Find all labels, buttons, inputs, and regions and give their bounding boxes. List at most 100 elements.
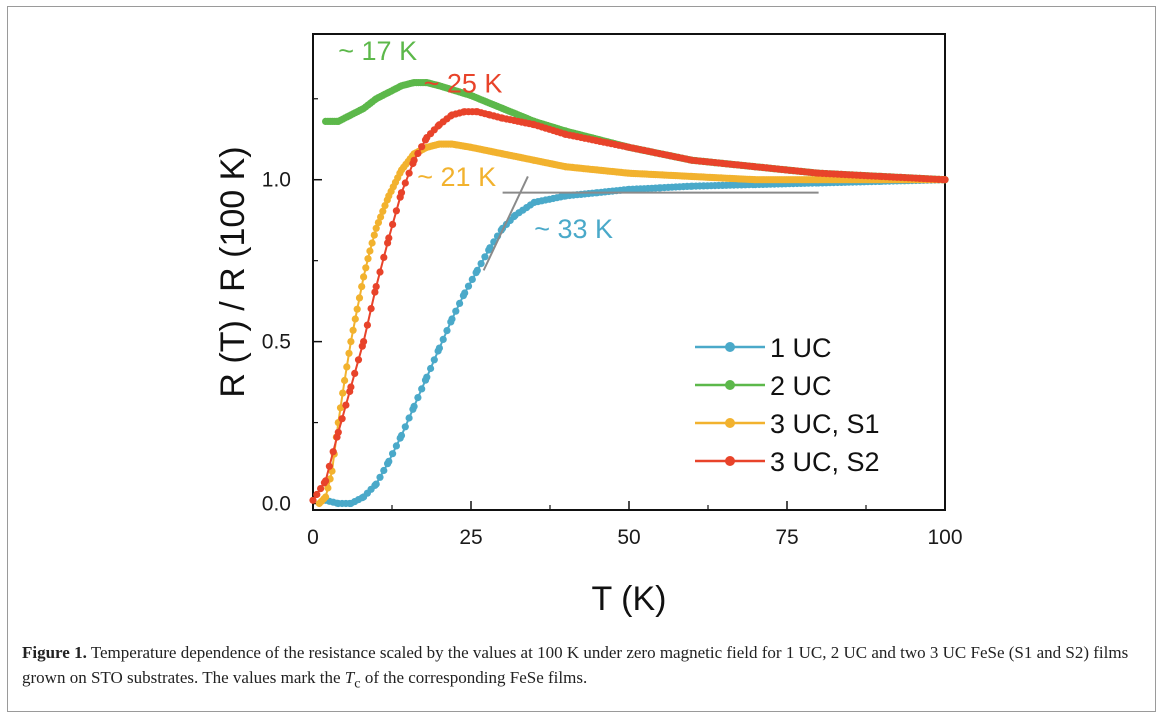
data-point [397, 189, 406, 197]
data-point [380, 466, 388, 475]
x-tick-label: 25 [459, 526, 482, 549]
data-point [448, 315, 456, 323]
data-point [430, 356, 438, 364]
data-point [338, 415, 346, 423]
caption-tc: T [344, 668, 355, 687]
data-point [347, 338, 355, 346]
data-point [427, 364, 435, 373]
data-point [334, 428, 342, 436]
figure-caption: Figure 1. Temperature dependence of the … [22, 640, 1142, 696]
data-point [372, 480, 380, 488]
x-tick-label: 75 [775, 526, 798, 549]
y-tick-label: 1.0 [262, 169, 291, 192]
legend-label: 3 UC, S1 [770, 409, 880, 439]
legend: 1 UC 2 UC 3 UC, S1 3 UC, S2 [695, 333, 880, 477]
data-point [941, 176, 949, 184]
data-point [414, 149, 422, 158]
data-point [371, 288, 379, 296]
data-point [392, 442, 400, 450]
data-point [347, 383, 355, 391]
data-point [405, 414, 413, 422]
data-point [313, 490, 321, 499]
data-point [322, 477, 330, 485]
data-point [418, 385, 426, 393]
data-point [355, 294, 364, 302]
data-point [309, 496, 317, 504]
caption-label: Figure 1. [22, 643, 87, 662]
tc-annotation: ~ 33 K [534, 214, 613, 244]
data-point [358, 283, 366, 291]
data-point [343, 363, 351, 371]
data-point [342, 401, 350, 409]
data-point [389, 220, 397, 228]
data-point [324, 484, 332, 492]
tc-annotation: ~ 17 K [338, 36, 417, 66]
data-point [341, 376, 349, 385]
data-point [464, 282, 473, 290]
data-point [345, 349, 353, 357]
data-point [351, 315, 359, 323]
data-point [405, 169, 413, 177]
tc-annotation: ~ 25 K [424, 68, 503, 98]
data-point [385, 234, 393, 242]
data-point [376, 268, 384, 276]
data-point [368, 239, 376, 247]
data-point [360, 273, 368, 281]
data-point [461, 289, 469, 297]
legend-marker [725, 418, 735, 428]
data-point [360, 338, 368, 346]
data-point [372, 224, 380, 232]
data-point [410, 156, 418, 164]
plot-area: 0 25 50 75 100 0.0 0.5 1.0 T (K) R (T) / R (100 K… [214, 33, 963, 618]
data-point [418, 143, 426, 151]
data-point [329, 448, 337, 456]
caption-text: Temperature dependence of the resistance… [22, 643, 1129, 687]
data-point [385, 457, 393, 465]
data-point [392, 207, 400, 215]
data-point [376, 473, 384, 481]
data-point [456, 299, 464, 307]
y-axis-title: R (T) / R (100 K) [214, 146, 252, 397]
legend-marker [725, 342, 735, 352]
series-4 [309, 108, 949, 504]
data-point [364, 255, 372, 263]
data-point [481, 253, 489, 261]
data-point [435, 344, 443, 352]
data-point [349, 326, 357, 334]
data-point [372, 283, 380, 291]
data-point [325, 462, 333, 470]
caption-text-end: of the corresponding FeSe films. [360, 668, 588, 687]
x-tick-label: 0 [307, 526, 319, 549]
data-point [423, 373, 431, 381]
guide-line [482, 176, 529, 271]
x-axis-title: T (K) [592, 580, 667, 618]
data-point [401, 423, 409, 431]
y-tick-label: 0.5 [262, 331, 291, 354]
data-point [354, 356, 363, 364]
data-point [339, 389, 347, 397]
data-point [362, 264, 370, 272]
data-point [351, 369, 359, 377]
data-point [317, 485, 325, 493]
legend-marker [725, 456, 735, 466]
series-2 [322, 79, 949, 184]
data-point [439, 335, 447, 343]
data-point [389, 450, 397, 458]
y-tick-label: 0.0 [262, 493, 291, 516]
data-point [401, 179, 409, 187]
data-point [468, 275, 476, 283]
data-point [410, 402, 418, 410]
data-point [477, 260, 485, 268]
data-point [367, 305, 375, 313]
data-point [397, 431, 406, 440]
data-point [336, 404, 345, 412]
data-point [322, 493, 330, 501]
data-point [379, 207, 387, 215]
data-point [443, 327, 451, 335]
legend-label: 2 UC [770, 371, 832, 401]
x-tick-label: 100 [927, 526, 962, 549]
legend-label: 3 UC, S2 [770, 447, 880, 477]
data-point [377, 213, 385, 221]
data-point [473, 266, 481, 274]
